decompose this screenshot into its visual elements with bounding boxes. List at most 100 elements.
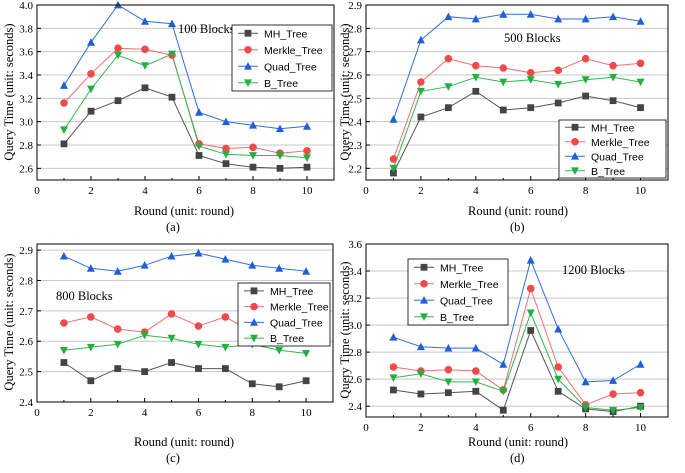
legend-marker	[244, 45, 252, 54]
data-point-b-tree	[499, 387, 508, 396]
data-point-quad-tree	[221, 254, 230, 263]
data-point-quad-tree	[526, 256, 535, 264]
data-point-b-tree	[303, 154, 311, 163]
data-point-mh-tree	[276, 164, 284, 172]
data-point-merkle-tree	[444, 54, 453, 63]
data-point-b-tree	[275, 346, 284, 355]
data-point-quad-tree	[249, 120, 257, 129]
legend-label: B_Tree	[264, 78, 298, 90]
data-point-quad-tree	[167, 251, 176, 260]
plot-frame	[365, 4, 669, 181]
data-point-mh-tree	[609, 97, 617, 105]
data-point-b-tree	[581, 404, 590, 412]
data-point-mh-tree	[168, 359, 175, 366]
chart-panel-4: 0 2 4 6 8 10 2.4 2.6 2.8 3.0 3.2 3.4 3.6 Round (unit:…	[338, 239, 669, 465]
data-point-mh-tree	[114, 365, 122, 372]
data-point-merkle-tree	[554, 66, 562, 75]
x-tick-label: 0	[34, 185, 40, 197]
y-tick-label: 4.0	[19, 0, 33, 12]
x-tick-label: 0	[363, 422, 369, 434]
y-tick-label: 3.8	[19, 23, 33, 35]
legend-label: Merkle_Tree	[440, 279, 499, 291]
y-tick-label: 3.4	[348, 266, 362, 278]
data-point-mh-tree	[195, 152, 203, 159]
data-point-mh-tree	[141, 368, 149, 376]
legend-label: B_Tree	[591, 166, 625, 178]
y-tick-label: 3.6	[348, 239, 362, 251]
block-count-annotation: 100 Blocks	[178, 22, 235, 36]
series-line-b-tree	[63, 53, 308, 159]
data-point-merkle-tree	[141, 45, 149, 54]
legend-label: MH_Tree	[270, 286, 314, 298]
x-tick-label: 2	[88, 407, 94, 419]
data-point-quad-tree	[609, 12, 618, 21]
data-point-mh-tree	[444, 389, 452, 397]
data-point-mh-tree	[582, 92, 590, 100]
data-point-merkle-tree	[113, 325, 122, 333]
legend-label: Quad_Tree	[440, 295, 493, 307]
data-point-mh-tree	[499, 406, 507, 414]
x-tick-label: 10	[302, 185, 314, 197]
legend-label: B_Tree	[440, 312, 474, 324]
series-line-quad-tree	[393, 258, 641, 383]
data-point-mh-tree	[141, 84, 149, 92]
plot-frame	[36, 4, 335, 181]
data-point-mh-tree	[417, 390, 425, 398]
data-point-merkle-tree	[60, 319, 68, 327]
legend-label: Merkle_Tree	[270, 302, 329, 314]
plot-frame	[365, 243, 669, 418]
data-point-merkle-tree	[417, 78, 425, 86]
legend-label: MH_Tree	[440, 262, 484, 274]
legend-marker	[420, 296, 428, 304]
legend-marker	[250, 287, 258, 295]
x-tick-label: 2	[88, 185, 94, 197]
x-tick-label: 4	[142, 407, 148, 419]
data-point-b-tree	[113, 340, 122, 349]
data-point-mh-tree	[390, 386, 397, 394]
legend: MH_Tree Merkle_Tree Quad_Tree B_Tree	[407, 258, 509, 326]
data-point-b-tree	[609, 406, 618, 415]
data-point-quad-tree	[554, 14, 563, 23]
data-point-mh-tree	[168, 93, 176, 101]
x-tick-label: 10	[635, 185, 647, 197]
data-point-merkle-tree	[87, 70, 95, 78]
data-point-merkle-tree	[167, 310, 176, 318]
chart-panel-2: 0 2 4 6 8 10 2.2 2.3 2.4 2.5 2.6 2.7 2.8 2.9 Round (un…	[338, 0, 669, 234]
data-point-merkle-tree	[222, 144, 230, 153]
data-point-mh-tree	[195, 365, 202, 372]
data-point-quad-tree	[140, 261, 149, 269]
data-point-quad-tree	[581, 14, 590, 23]
legend-marker	[250, 334, 258, 343]
panel-caption: (b)	[510, 220, 525, 234]
legend-label: Quad_Tree	[270, 317, 323, 329]
data-point-merkle-tree	[194, 322, 203, 330]
data-point-quad-tree	[222, 117, 230, 126]
data-point-mh-tree	[390, 169, 397, 177]
data-point-b-tree	[526, 309, 535, 318]
y-tick-label: 2.5	[348, 93, 362, 105]
data-point-b-tree	[471, 73, 480, 82]
data-point-b-tree	[416, 370, 425, 378]
data-point-merkle-tree	[499, 64, 508, 72]
data-point-merkle-tree	[581, 54, 590, 63]
series-line-merkle-tree	[393, 58, 641, 160]
data-point-merkle-tree	[609, 390, 617, 398]
data-point-b-tree	[554, 375, 563, 384]
data-point-quad-tree	[609, 376, 618, 384]
data-point-b-tree	[221, 343, 230, 352]
data-point-b-tree	[249, 152, 257, 160]
data-point-merkle-tree	[526, 284, 535, 293]
data-point-mh-tree	[114, 97, 122, 105]
data-point-mh-tree	[249, 163, 257, 171]
data-point-quad-tree	[526, 10, 535, 18]
legend-label: Merkle_Tree	[591, 137, 650, 149]
data-point-quad-tree	[276, 124, 284, 133]
y-tick-label: 2.2	[348, 163, 362, 175]
y-tick-label: 2.5	[19, 367, 33, 379]
x-tick-label: 6	[528, 422, 534, 434]
legend-marker	[244, 29, 252, 37]
x-axis-label: Round (unit: round)	[134, 204, 234, 218]
data-point-b-tree	[140, 331, 149, 340]
x-tick-label: 8	[583, 422, 589, 434]
data-point-merkle-tree	[303, 147, 311, 155]
